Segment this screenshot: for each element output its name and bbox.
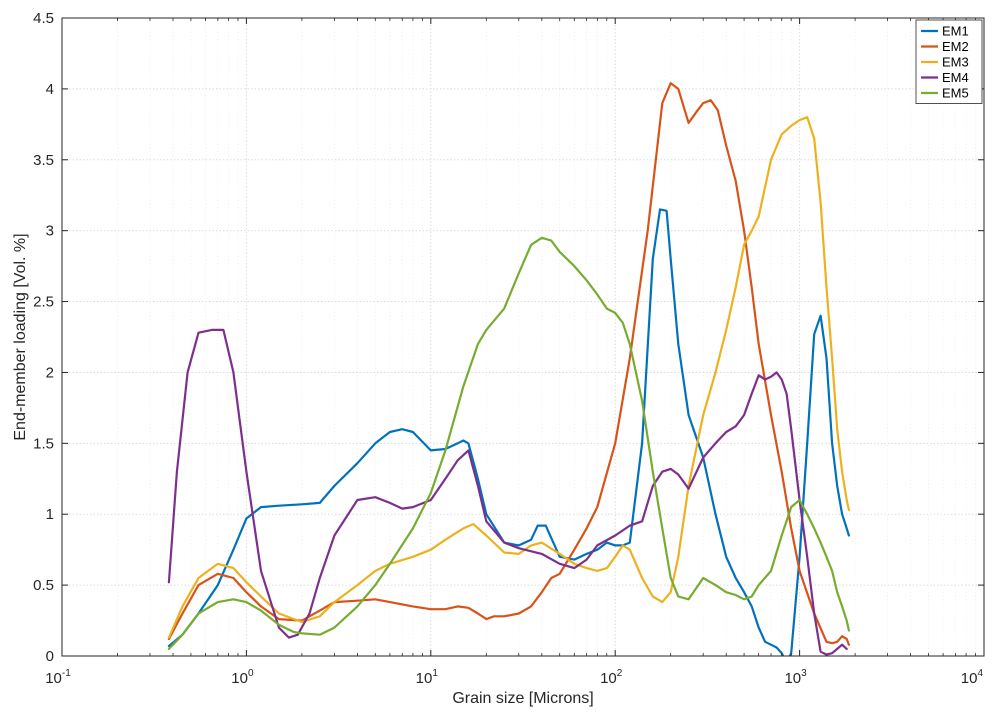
x-tick-label: 103: [784, 668, 807, 687]
legend-label: EM3: [942, 55, 969, 70]
legend-label: EM4: [942, 70, 969, 85]
x-tick-label: 104: [961, 668, 984, 687]
y-tick-label: 3.5: [33, 152, 54, 169]
y-tick-label: 2: [46, 364, 54, 381]
y-tick-label: 4.5: [33, 10, 54, 27]
legend-label: EM2: [942, 39, 969, 54]
series-line-em5: [167, 236, 851, 651]
series-line-em3: [167, 116, 851, 639]
plot-area: [62, 18, 984, 656]
x-tick-label: 101: [416, 668, 439, 687]
x-tick-labels: 10-1 100 101 102 103 104: [45, 668, 983, 687]
y-tick-label: 0: [46, 648, 54, 665]
y-tick-label: 2.5: [33, 294, 54, 311]
y-tick-label: 1.5: [33, 435, 54, 452]
y-tick-label: 3: [46, 223, 54, 240]
x-tick-label: 102: [600, 668, 623, 687]
plot-frame: [61, 17, 985, 657]
legend-label: EM1: [942, 24, 969, 39]
y-axis-label: End-member loading [Vol. %]: [12, 233, 29, 440]
series-line-em4: [167, 328, 848, 656]
series-group: [167, 82, 851, 656]
series-line-em1: [167, 208, 851, 656]
grid-lines: [62, 18, 984, 656]
legend-label: EM5: [942, 86, 969, 101]
y-tick-label: 0.5: [33, 577, 54, 594]
x-tick-label: 10-1: [45, 668, 71, 687]
y-tick-label: 1: [46, 506, 54, 523]
x-tick-label: 100: [231, 668, 254, 687]
x-axis-label: Grain size [Microns]: [452, 690, 593, 707]
y-tick-labels: 0 0.5 1 1.5 2 2.5 3 3.5 4 4.5: [33, 10, 54, 665]
series-line-em2: [167, 82, 851, 646]
y-tick-label: 4: [46, 81, 54, 98]
